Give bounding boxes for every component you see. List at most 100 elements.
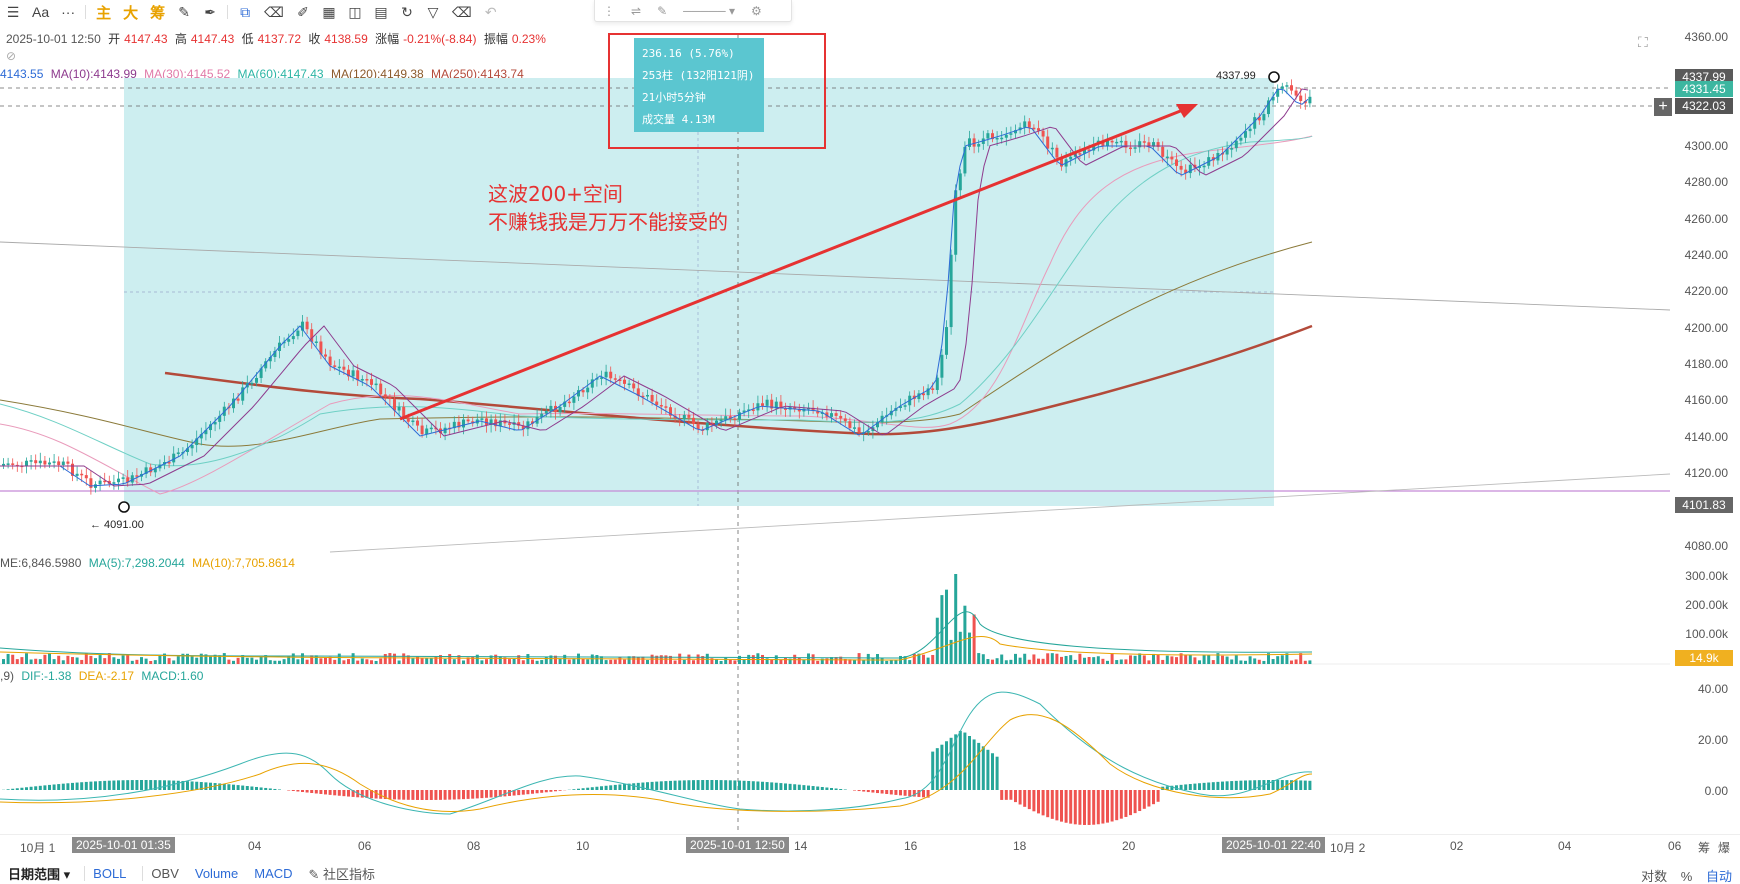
macd-bar — [1009, 790, 1013, 800]
date-range-select[interactable]: 日期范围 ▾ — [8, 866, 71, 882]
chip-button[interactable]: 筹 — [150, 4, 166, 22]
candle-body — [1060, 157, 1063, 167]
community-indicator-button[interactable]: ✎ 社区指标 — [308, 866, 376, 882]
candle-body — [397, 406, 401, 411]
volume-legend: ME:6,846.5980 MA(5):7,298.2044 MA(10):7,… — [0, 556, 299, 570]
menu-icon[interactable]: ☰ — [6, 3, 20, 20]
clipboard-icon[interactable]: ◫ — [348, 3, 362, 20]
candle-body — [641, 395, 645, 398]
edit-icon[interactable]: ✎ — [178, 3, 191, 20]
line-color-icon[interactable]: ✎ — [657, 3, 668, 18]
macd-bar — [52, 784, 56, 790]
macd-bar — [480, 790, 484, 799]
drag-handle-icon[interactable]: ⋮ — [603, 3, 615, 18]
macd-button[interactable]: MACD — [254, 865, 293, 881]
volume-bar — [894, 659, 898, 664]
high-marker-label: 4337.99 — [1216, 70, 1256, 82]
macd-bar — [857, 790, 861, 792]
macd-bar — [613, 784, 617, 790]
chart-annotation[interactable]: 这波200+空间 不赚钱我是万万不能接受的 — [488, 180, 728, 236]
trash-icon[interactable]: ⌫ — [451, 3, 472, 20]
log-scale-button[interactable]: 对数 — [1641, 869, 1668, 884]
candle-body — [705, 422, 709, 431]
macd-bar — [600, 786, 603, 790]
percent-scale-button[interactable]: % — [1680, 869, 1693, 884]
macd-bar — [995, 756, 999, 790]
macd-bar — [1138, 790, 1142, 812]
volume-bar — [1280, 655, 1284, 664]
macd-bar — [724, 780, 728, 790]
candles-icon[interactable]: ▦ — [322, 3, 336, 20]
volume-bar — [296, 659, 300, 664]
volume-bar — [314, 655, 318, 664]
ma-short-line — [0, 88, 1309, 487]
volume-bar — [1257, 659, 1261, 664]
auto-scale-button[interactable]: 自动 — [1705, 869, 1732, 884]
brush-icon[interactable]: ✐ — [297, 3, 309, 20]
line-style-select[interactable]: ───── ▾ — [683, 3, 735, 18]
macd-bar — [186, 781, 189, 790]
ma30-line — [0, 135, 1313, 495]
candle-body — [314, 341, 318, 343]
main-indicator-button[interactable]: 主 — [96, 4, 112, 22]
macd-bar — [747, 780, 751, 790]
filter-icon[interactable]: ▽ — [427, 3, 439, 20]
volume-bar — [1179, 653, 1183, 664]
volume-bar — [1207, 654, 1211, 664]
chips-label[interactable]: 筹 — [1698, 841, 1711, 855]
macd-bar — [61, 783, 65, 790]
macd-bar — [347, 790, 350, 797]
big-order-button[interactable]: 大 — [123, 4, 139, 22]
volume-bar — [383, 654, 387, 664]
volume-button[interactable]: Volume — [194, 865, 239, 881]
macd-bar — [650, 781, 654, 790]
candle-body — [324, 354, 327, 357]
note-icon[interactable]: ▤ — [374, 3, 388, 20]
price-chart[interactable] — [0, 24, 1740, 834]
volume-bar — [825, 658, 829, 664]
volume-bar — [305, 659, 309, 664]
fullscreen-icon[interactable]: ⛶ — [1638, 34, 1648, 50]
eraser-icon[interactable]: ⌫ — [264, 3, 284, 20]
volume-bar — [549, 655, 553, 664]
magnet-icon[interactable]: ↻ — [401, 3, 413, 20]
candle-body — [218, 415, 222, 422]
macd-bar — [489, 790, 493, 798]
macd-bar — [1064, 790, 1068, 823]
volume-bar — [153, 660, 157, 664]
volume-bar — [618, 657, 622, 664]
visibility-icon[interactable]: ⊘ — [6, 49, 17, 63]
macd-bar — [1014, 790, 1017, 803]
candle-body — [1244, 131, 1247, 138]
link-icon[interactable]: ⇌ — [631, 3, 642, 18]
range-end-time: 2025-10-01 22:40 — [1222, 837, 1325, 853]
boll-button[interactable]: BOLL — [84, 865, 134, 881]
more-button[interactable]: ··· — [61, 4, 76, 20]
copy-icon[interactable]: ⧉ — [240, 3, 251, 20]
volume-bar — [512, 659, 516, 664]
obv-button[interactable]: OBV — [142, 865, 186, 881]
macd-bar — [227, 784, 231, 790]
volume-bar — [991, 659, 994, 664]
candle-body — [130, 475, 134, 483]
settings-icon[interactable]: ⚙ — [751, 3, 762, 18]
candle-body — [1129, 147, 1132, 150]
volume-bar — [466, 657, 470, 664]
volume-bar — [857, 653, 861, 664]
pen-off-icon[interactable]: ✒ — [204, 3, 217, 20]
macd-bar — [1234, 780, 1238, 790]
volume-bar — [627, 656, 631, 664]
font-button[interactable]: Aa — [32, 4, 50, 20]
volume-bar — [48, 653, 51, 664]
macd-bar — [1198, 783, 1201, 790]
macd-bar — [839, 788, 843, 790]
burst-label[interactable]: 爆 — [1718, 841, 1731, 855]
add-price-line-button[interactable]: + — [1654, 98, 1672, 116]
volume-bar — [443, 658, 447, 664]
volume-bar — [328, 656, 332, 664]
undo-icon[interactable]: ↶ — [484, 3, 497, 20]
volume-bar — [61, 660, 65, 664]
low-label: 低 — [241, 32, 254, 46]
close-value: 4138.59 — [324, 32, 368, 46]
macd-bar — [963, 732, 967, 790]
